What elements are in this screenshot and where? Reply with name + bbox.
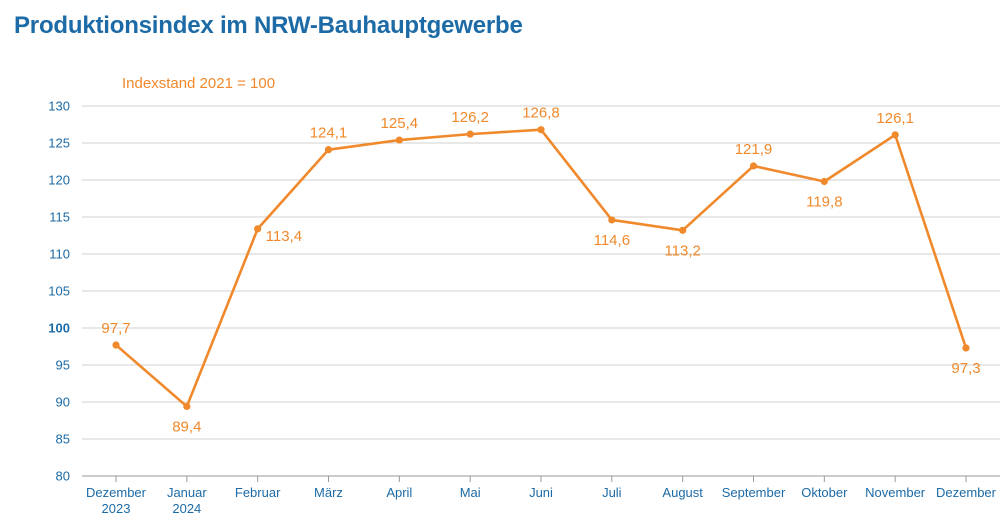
data-label: 89,4 <box>172 418 201 435</box>
data-label: 124,1 <box>310 125 348 142</box>
page-title: Produktionsindex im NRW-Bauhauptgewerbe <box>14 12 523 39</box>
data-point <box>820 177 828 186</box>
data-label: 114,6 <box>594 232 630 249</box>
grid-lines <box>82 105 1000 477</box>
x-tick-label: Januar <box>167 485 207 500</box>
x-tick-label: August <box>662 485 703 500</box>
x-tick-label: Mai <box>460 485 481 500</box>
x-tick-label: Oktober <box>801 485 848 500</box>
y-tick-label: 90 <box>56 395 70 410</box>
y-tick-label: 125 <box>48 136 70 151</box>
y-tick-label: 80 <box>56 469 70 484</box>
data-point <box>254 225 262 233</box>
x-tick-label: April <box>386 485 412 500</box>
x-tick-label: Juni <box>529 485 553 500</box>
data-point <box>962 344 970 352</box>
data-point <box>608 216 616 224</box>
x-tick-label: Juli <box>602 485 622 500</box>
data-point <box>537 126 545 134</box>
x-tick-label: November <box>865 485 926 500</box>
x-tick-label: September <box>722 485 786 500</box>
y-tick-label: 110 <box>49 247 70 262</box>
data-point <box>466 130 474 138</box>
data-point <box>324 146 333 154</box>
y-tick-label: 115 <box>49 210 70 225</box>
data-label: 113,2 <box>664 242 700 259</box>
data-point <box>183 402 191 411</box>
data-label: 97,7 <box>101 320 130 337</box>
data-label: 97,3 <box>951 360 980 377</box>
x-tick-label: Februar <box>235 485 281 500</box>
data-point <box>749 162 758 170</box>
x-tick-label: 2023 <box>102 501 131 516</box>
y-tick-label: 130 <box>48 99 70 114</box>
chart-annotation: Indexstand 2021 = 100 <box>122 75 275 92</box>
data-point <box>395 136 403 144</box>
y-tick-label: 100 <box>48 321 70 336</box>
data-label: 125,4 <box>381 115 419 132</box>
data-label: 126,8 <box>522 105 560 122</box>
data-label: 126,2 <box>451 109 489 126</box>
data-label: 119,8 <box>806 193 842 210</box>
data-label: 113,4 <box>266 228 302 245</box>
y-tick-label: 85 <box>56 432 70 447</box>
y-tick-label: 95 <box>56 358 70 373</box>
x-tick-label: Dezember <box>86 485 147 500</box>
y-tick-label: 120 <box>48 173 70 188</box>
data-label: 126,1 <box>876 110 914 127</box>
y-tick-label: 105 <box>48 284 70 299</box>
series-line <box>112 126 970 411</box>
data-point <box>679 226 687 234</box>
data-point <box>112 341 120 349</box>
x-tick-label: März <box>314 485 343 500</box>
data-labels: 97,7 89,4 113,4 124,1 125,4 126,2 126,8 114,6 11… <box>101 105 980 436</box>
x-tick-label: 2024 <box>172 501 201 516</box>
x-tick-label: Dezember <box>936 485 997 500</box>
data-point <box>891 131 899 139</box>
y-axis: 80 85 90 95 100 105 110 115 120 125 130 <box>48 99 70 484</box>
data-label: 121,9 <box>735 141 773 158</box>
